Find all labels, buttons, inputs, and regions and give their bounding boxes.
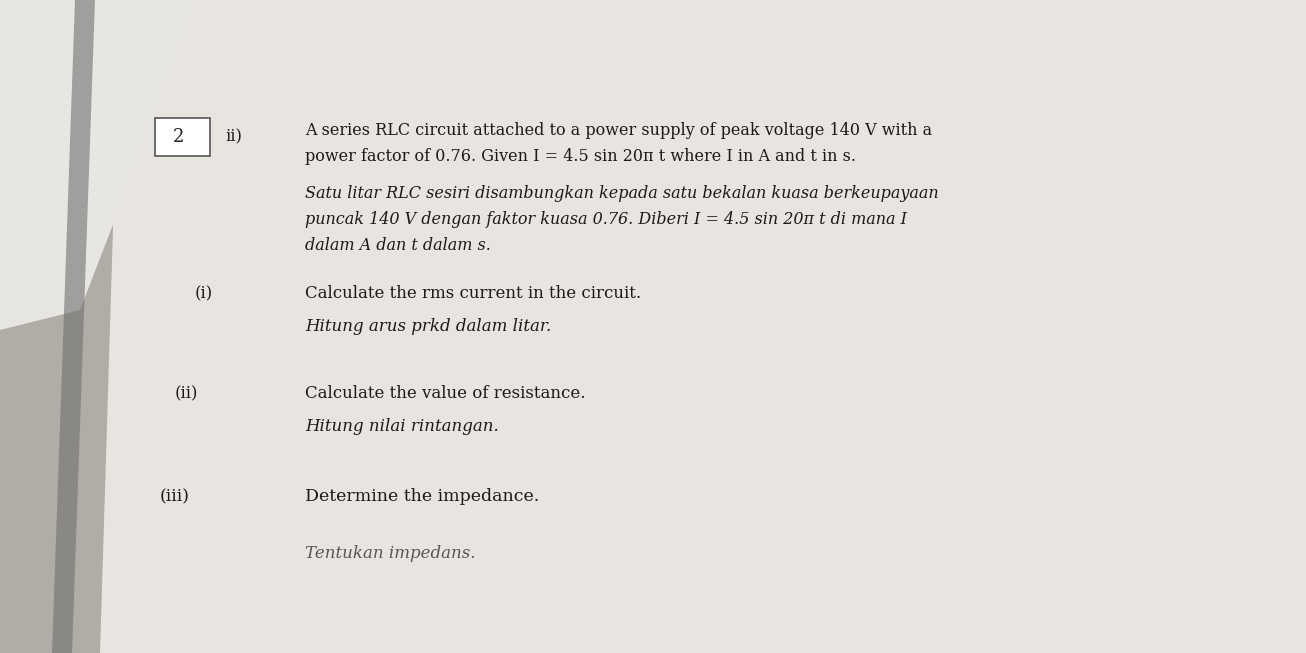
Text: puncak 140 V dengan faktor kuasa 0.76. Diberi I = 4.5 sin 20π t di mana I: puncak 140 V dengan faktor kuasa 0.76. D… — [306, 211, 906, 228]
Text: 2: 2 — [172, 128, 184, 146]
Polygon shape — [0, 0, 120, 653]
Text: Hitung arus prkd dalam litar.: Hitung arus prkd dalam litar. — [306, 318, 551, 335]
Text: (iii): (iii) — [161, 488, 189, 505]
Polygon shape — [60, 0, 1306, 653]
Bar — [155, 118, 210, 156]
Text: Hitung nilai rintangan.: Hitung nilai rintangan. — [306, 418, 499, 435]
Text: Calculate the value of resistance.: Calculate the value of resistance. — [306, 385, 585, 402]
Text: (ii): (ii) — [175, 385, 199, 402]
Text: Determine the impedance.: Determine the impedance. — [306, 488, 539, 505]
Polygon shape — [52, 0, 95, 653]
Text: ii): ii) — [225, 129, 242, 146]
Text: Tentukan impedans.: Tentukan impedans. — [306, 545, 475, 562]
Polygon shape — [0, 0, 200, 330]
Text: dalam A dan t dalam s.: dalam A dan t dalam s. — [306, 237, 491, 254]
Text: A series RLC circuit attached to a power supply of peak voltage 140 V with a: A series RLC circuit attached to a power… — [306, 122, 932, 139]
Text: Satu litar RLC sesiri disambungkan kepada satu bekalan kuasa berkeupayaan: Satu litar RLC sesiri disambungkan kepad… — [306, 185, 939, 202]
Text: Calculate the rms current in the circuit.: Calculate the rms current in the circuit… — [306, 285, 641, 302]
Text: power factor of 0.76. Given I = 4.5 sin 20π t where I in A and t in s.: power factor of 0.76. Given I = 4.5 sin … — [306, 148, 855, 165]
Text: (i): (i) — [195, 285, 213, 302]
